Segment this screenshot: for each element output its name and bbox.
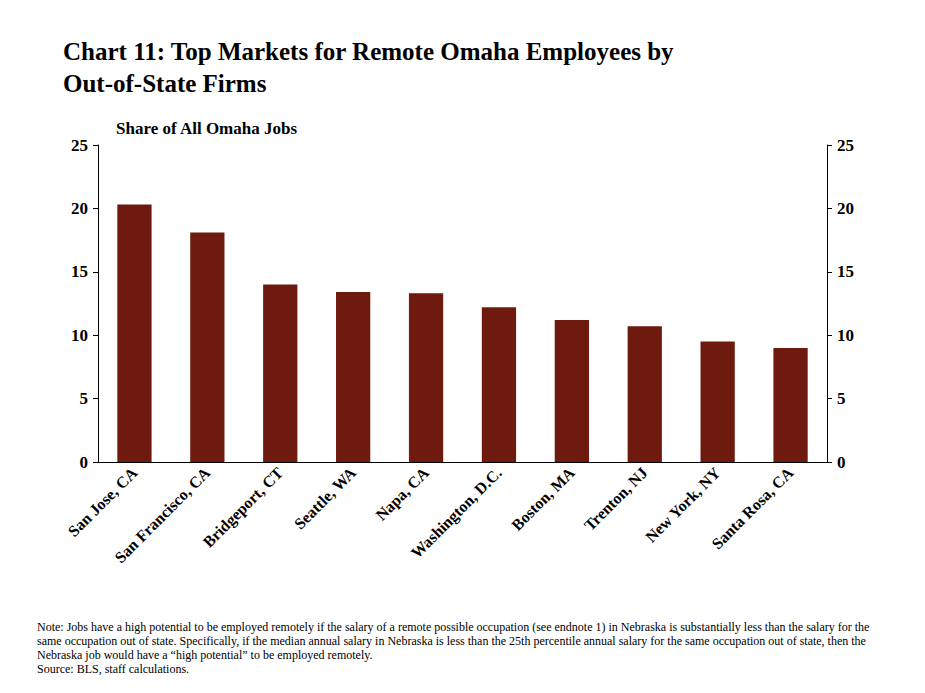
svg-text:Washington, D.C.: Washington, D.C. bbox=[408, 464, 506, 562]
html-text:Note: Jobs have a high potenti: Note: Jobs have a high potential to be e… bbox=[37, 620, 870, 662]
svg-text:0: 0 bbox=[80, 453, 89, 472]
svg-text:Out-of-State Firms: Out-of-State Firms bbox=[63, 70, 267, 97]
svg-text:Chart 11: Top Markets for Remo: Chart 11: Top Markets for Remote Omaha E… bbox=[63, 38, 680, 65]
html-text:Source: BLS, staff calculation: Source: BLS, staff calculations. bbox=[37, 662, 190, 676]
svg-text:San Francisco, CA: San Francisco, CA bbox=[111, 464, 213, 566]
svg-text:5: 5 bbox=[837, 389, 846, 408]
svg-text:25: 25 bbox=[71, 136, 88, 155]
svg-text:15: 15 bbox=[71, 262, 88, 281]
svg-text:Trenton, NJ: Trenton, NJ bbox=[581, 464, 651, 534]
svg-text:25: 25 bbox=[837, 136, 854, 155]
svg-text:San Jose, CA: San Jose, CA bbox=[65, 464, 141, 540]
svg-text:20: 20 bbox=[837, 199, 854, 218]
svg-text:Boston, MA: Boston, MA bbox=[508, 464, 578, 534]
svg-text:0: 0 bbox=[837, 453, 846, 472]
svg-text:5: 5 bbox=[80, 389, 89, 408]
svg-text:10: 10 bbox=[837, 326, 854, 345]
svg-text:Seattle, WA: Seattle, WA bbox=[291, 464, 360, 533]
svg-text:Santa Rosa, CA: Santa Rosa, CA bbox=[708, 464, 797, 553]
svg-text:15: 15 bbox=[837, 262, 854, 281]
svg-text:Share of All Omaha Jobs: Share of All Omaha Jobs bbox=[116, 119, 297, 138]
svg-text:Bridgeport, CT: Bridgeport, CT bbox=[200, 464, 288, 552]
svg-text:Napa, CA: Napa, CA bbox=[372, 464, 433, 525]
svg-text:New York, NY: New York, NY bbox=[642, 464, 724, 546]
svg-text:10: 10 bbox=[71, 326, 88, 345]
svg-text:20: 20 bbox=[71, 199, 88, 218]
